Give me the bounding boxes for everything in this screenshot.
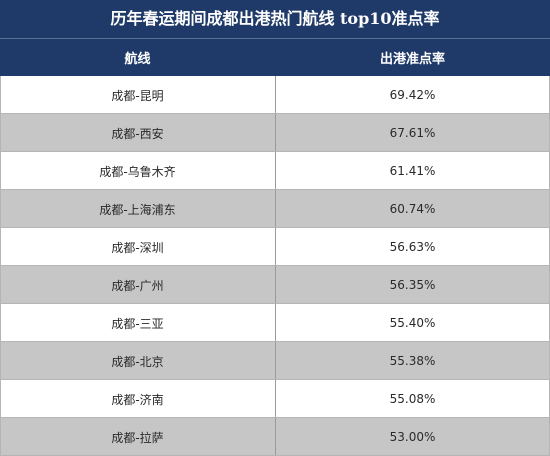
cell-rate: 69.42%: [389, 88, 436, 102]
row-divider: [0, 189, 550, 190]
row-left-border: [0, 114, 1, 152]
row-divider: [0, 113, 550, 114]
cell-route: 成都-西安: [111, 126, 164, 141]
table-row: 成都-拉萨 53.00%: [0, 418, 550, 456]
row-divider: [0, 265, 550, 266]
row-divider: [0, 151, 550, 152]
row-left-border: [0, 190, 1, 228]
column-divider: [275, 342, 276, 380]
column-header-route: 航线: [124, 51, 151, 67]
table-title: 历年春运期间成都出港热门航线 top10准点率: [0, 0, 550, 38]
row-left-border: [0, 152, 1, 190]
cell-route: 成都-广州: [111, 278, 164, 293]
table-row: 成都-乌鲁木齐 61.41%: [0, 152, 550, 190]
row-left-border: [0, 342, 1, 380]
column-divider: [275, 228, 276, 266]
column-divider: [275, 190, 276, 228]
row-left-border: [0, 304, 1, 342]
row-left-border: [0, 418, 1, 456]
row-left-border: [0, 228, 1, 266]
table-row: 成都-昆明 69.42%: [0, 76, 550, 114]
cell-rate: 55.08%: [389, 392, 436, 406]
column-divider: [275, 152, 276, 190]
cell-rate: 55.38%: [389, 354, 436, 368]
cell-route: 成都-济南: [111, 392, 164, 407]
table-header-row: 航线 出港准点率: [0, 38, 550, 76]
cell-route: 成都-昆明: [111, 88, 164, 103]
cell-rate: 56.35%: [389, 278, 436, 292]
row-divider: [0, 417, 550, 418]
header-divider: [0, 38, 550, 39]
cell-route: 成都-拉萨: [111, 430, 164, 445]
cell-route: 成都-上海浦东: [99, 202, 176, 217]
row-left-border: [0, 380, 1, 418]
cell-rate: 67.61%: [389, 126, 436, 140]
column-divider: [275, 304, 276, 342]
column-header-rate: 出港准点率: [379, 51, 445, 67]
row-left-border: [0, 266, 1, 304]
column-divider: [275, 380, 276, 418]
cell-rate: 55.40%: [389, 316, 436, 330]
column-divider: [275, 76, 276, 114]
cell-route: 成都-深圳: [111, 240, 164, 255]
row-divider: [0, 341, 550, 342]
cell-rate: 56.63%: [389, 240, 436, 254]
row-left-border: [0, 76, 1, 114]
table-body: 成都-昆明 69.42% 成都-西安 67.61% 成都-乌鲁木齐 61.41% 成都-上海…: [0, 76, 550, 456]
table-row: 成都-济南 55.08%: [0, 380, 550, 418]
cell-route: 成都-乌鲁木齐: [99, 164, 176, 179]
table-row: 成都-广州 56.35%: [0, 266, 550, 304]
cell-route: 成都-三亚: [111, 316, 164, 331]
row-divider: [0, 303, 550, 304]
cell-route: 成都-北京: [111, 354, 164, 369]
table-row: 成都-上海浦东 60.74%: [0, 190, 550, 228]
cell-rate: 53.00%: [389, 430, 436, 444]
table-row: 成都-三亚 55.40%: [0, 304, 550, 342]
table-row: 成都-北京 55.38%: [0, 342, 550, 380]
column-divider: [275, 114, 276, 152]
column-divider: [275, 266, 276, 304]
row-divider: [0, 379, 550, 380]
row-divider: [0, 227, 550, 228]
column-divider: [275, 418, 276, 456]
table-row: 成都-深圳 56.63%: [0, 228, 550, 266]
cell-rate: 60.74%: [389, 202, 436, 216]
cell-rate: 61.41%: [389, 164, 436, 178]
table-row: 成都-西安 67.61%: [0, 114, 550, 152]
